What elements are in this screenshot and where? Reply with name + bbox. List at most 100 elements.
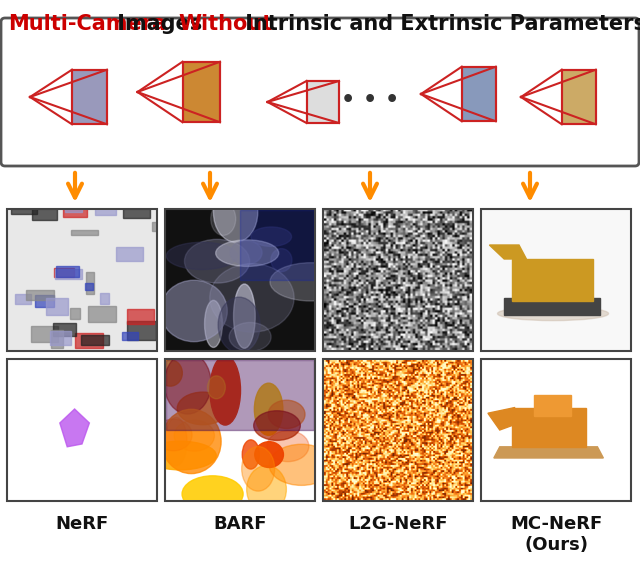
Bar — [51, 331, 63, 348]
Bar — [15, 294, 31, 304]
Bar — [54, 269, 82, 279]
Ellipse shape — [155, 419, 192, 451]
Bar — [31, 326, 58, 342]
Ellipse shape — [254, 383, 283, 436]
Bar — [482, 210, 630, 350]
Ellipse shape — [158, 360, 182, 386]
Bar — [481, 359, 631, 501]
Bar — [50, 331, 71, 345]
Ellipse shape — [161, 280, 227, 342]
Bar — [127, 309, 154, 324]
Ellipse shape — [165, 417, 187, 466]
Ellipse shape — [164, 353, 211, 414]
Bar — [323, 359, 473, 501]
Bar — [56, 266, 79, 278]
Polygon shape — [60, 409, 90, 447]
Bar — [35, 294, 54, 307]
Bar — [70, 308, 80, 319]
Ellipse shape — [269, 444, 334, 486]
Text: • • •: • • • — [341, 90, 399, 110]
Bar — [63, 201, 87, 217]
Bar — [71, 230, 98, 236]
Ellipse shape — [242, 447, 275, 491]
Bar — [165, 359, 315, 501]
Bar — [166, 210, 314, 350]
Bar — [32, 203, 57, 220]
Ellipse shape — [174, 420, 214, 451]
Ellipse shape — [214, 182, 258, 242]
Ellipse shape — [230, 241, 262, 265]
Text: Without: Without — [178, 14, 272, 34]
Bar — [324, 210, 472, 350]
Ellipse shape — [177, 392, 228, 425]
Ellipse shape — [184, 240, 250, 283]
Bar — [11, 205, 37, 214]
Ellipse shape — [229, 322, 271, 352]
Ellipse shape — [268, 400, 305, 429]
Bar — [81, 335, 109, 345]
Ellipse shape — [207, 376, 225, 399]
Polygon shape — [72, 70, 107, 124]
Polygon shape — [182, 62, 220, 122]
Polygon shape — [494, 447, 604, 458]
Ellipse shape — [166, 243, 237, 269]
Bar — [166, 360, 314, 430]
Text: Intrinsic and Extrinsic Parameters: Intrinsic and Extrinsic Parameters — [237, 14, 640, 34]
Bar — [511, 259, 593, 301]
Bar — [116, 247, 143, 261]
Bar — [85, 283, 93, 290]
Text: Multi-Camera: Multi-Camera — [8, 14, 166, 34]
Ellipse shape — [251, 227, 292, 247]
Ellipse shape — [255, 442, 284, 468]
Bar — [53, 324, 76, 336]
Polygon shape — [488, 408, 519, 430]
Ellipse shape — [497, 307, 609, 321]
Ellipse shape — [216, 240, 279, 266]
Ellipse shape — [161, 409, 221, 473]
Bar — [26, 290, 54, 300]
Bar — [152, 222, 175, 231]
Bar — [504, 298, 600, 315]
Bar — [127, 321, 156, 339]
Ellipse shape — [243, 440, 259, 469]
FancyBboxPatch shape — [1, 18, 639, 166]
Polygon shape — [462, 66, 496, 121]
Bar — [86, 272, 94, 294]
Bar — [123, 203, 150, 219]
Bar — [534, 395, 571, 416]
Bar — [95, 205, 116, 215]
Bar — [323, 209, 473, 351]
Text: NeRF: NeRF — [56, 515, 109, 533]
Ellipse shape — [267, 431, 309, 462]
Ellipse shape — [210, 356, 241, 425]
Ellipse shape — [218, 297, 260, 353]
Bar — [8, 210, 156, 350]
Ellipse shape — [246, 465, 286, 513]
Text: Images: Images — [110, 14, 209, 34]
Ellipse shape — [205, 300, 222, 347]
Polygon shape — [562, 70, 596, 124]
Ellipse shape — [234, 284, 255, 348]
Ellipse shape — [210, 264, 294, 332]
Ellipse shape — [144, 441, 216, 470]
Bar — [100, 293, 109, 304]
Bar — [240, 210, 314, 280]
Bar — [481, 209, 631, 351]
Bar — [7, 209, 157, 351]
Ellipse shape — [270, 263, 352, 301]
Ellipse shape — [211, 202, 236, 236]
Bar — [75, 333, 103, 348]
Ellipse shape — [271, 248, 292, 272]
Text: L2G-NeRF: L2G-NeRF — [348, 515, 448, 533]
Bar — [165, 209, 315, 351]
Bar — [511, 408, 586, 447]
Text: MC-NeRF
(Ours): MC-NeRF (Ours) — [510, 515, 602, 554]
Polygon shape — [307, 81, 339, 123]
Text: BARF: BARF — [213, 515, 267, 533]
Bar — [122, 332, 138, 340]
Bar — [65, 192, 83, 212]
Ellipse shape — [182, 476, 243, 512]
Polygon shape — [490, 245, 526, 259]
Bar — [45, 298, 68, 315]
Ellipse shape — [253, 411, 300, 440]
